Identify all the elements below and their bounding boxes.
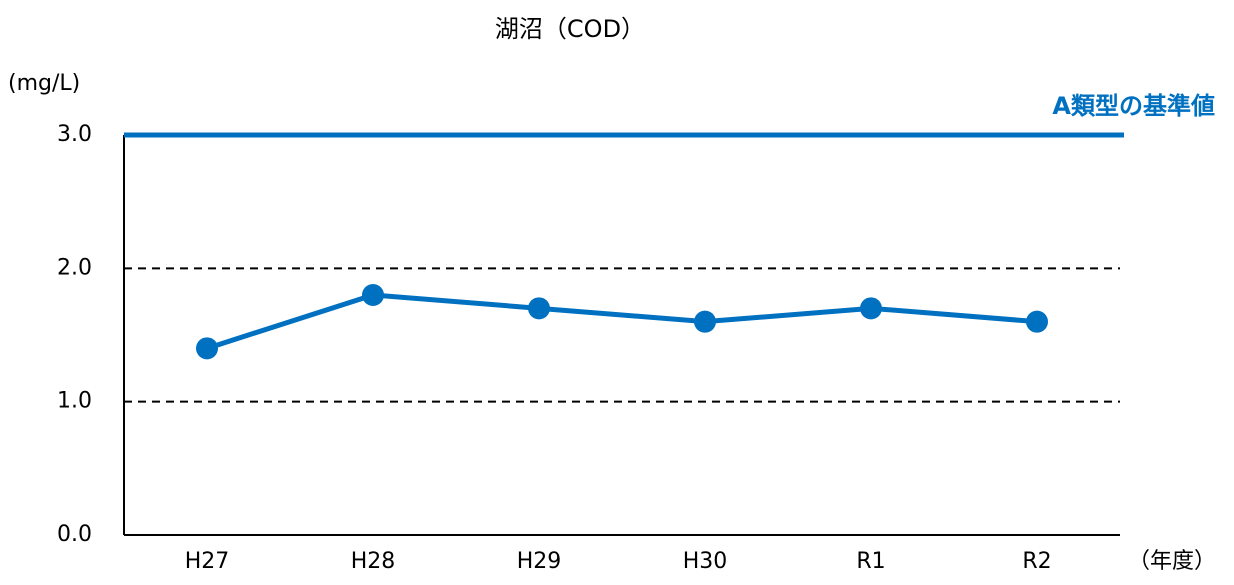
y-tick-label: 0.0 [57,522,92,547]
x-axis-label: （年度） [1128,549,1216,574]
x-tick-label: R1 [856,549,885,574]
data-point [1026,310,1048,333]
x-tick-label: R2 [1022,549,1051,574]
data-point [528,297,550,320]
data-point [196,337,218,360]
y-axis-label: (mg/L) [8,71,80,96]
data-point [860,297,882,320]
x-tick-label: H29 [517,549,562,574]
series-line [206,292,1038,351]
x-tick-label: H27 [185,549,230,574]
data-point [694,310,716,333]
y-tick-label: 2.0 [57,255,92,280]
y-tick-label: 3.0 [57,122,92,147]
data-point [362,284,384,306]
reference-label: A類型の基準値 [1052,92,1215,120]
x-tick-label: H28 [351,549,396,574]
y-tick-label: 1.0 [57,389,92,414]
chart-title: 湖沼（COD） [495,15,645,43]
x-tick-label: H30 [683,549,728,574]
